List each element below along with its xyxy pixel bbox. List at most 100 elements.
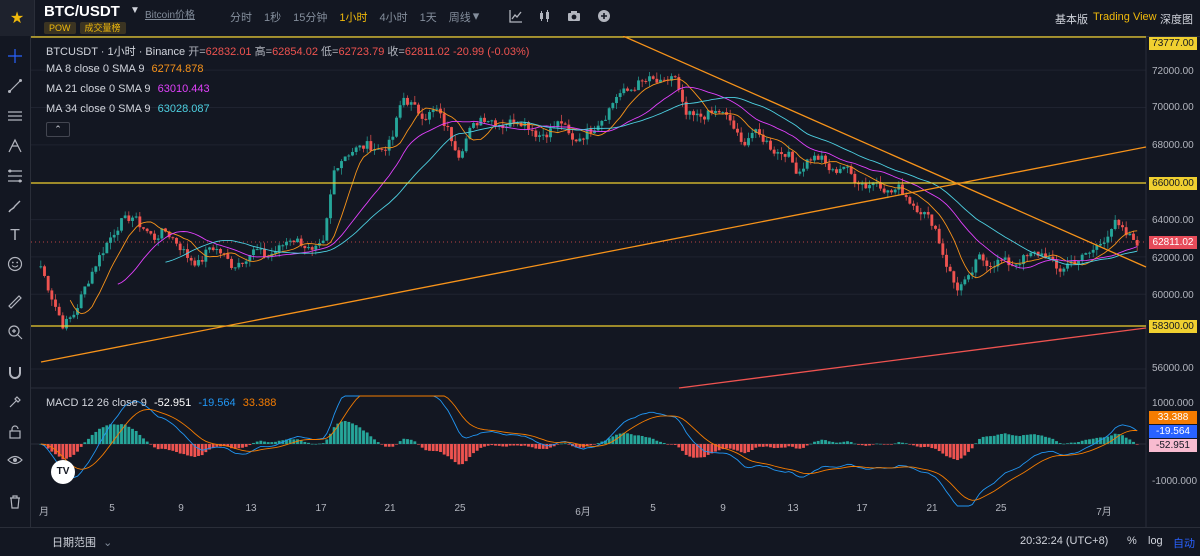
macd-hist-bar (853, 443, 857, 445)
candle-body (233, 267, 237, 269)
macd-box-hist: -52.951 (1149, 439, 1197, 452)
magnet-icon[interactable] (5, 362, 25, 382)
symbol-subname-link[interactable]: Bitcoin价格 (145, 10, 196, 21)
macd-hist-bar (420, 444, 424, 448)
macd-hist-bar (739, 444, 743, 453)
camera-icon[interactable] (566, 8, 582, 24)
horizontal-lines-icon[interactable] (5, 106, 25, 126)
candle-body (391, 136, 395, 140)
macd-hist-bar (919, 444, 923, 448)
macd-hist-bar (285, 439, 288, 444)
interval-tab-1h[interactable]: 1小时 (339, 12, 368, 24)
high-label: 高= (254, 46, 273, 58)
macd-hist-bar (563, 443, 567, 444)
view-basic-tab[interactable]: 基本版 (1055, 14, 1088, 26)
candle-body (1022, 255, 1025, 265)
candle-body (835, 169, 838, 173)
ma21-legend[interactable]: MA 21 close 0 SMA 9 63010.443 (46, 83, 210, 95)
macd-hist-bar (391, 444, 395, 447)
candle-body (43, 266, 46, 276)
symbol-dropdown-icon[interactable]: ▼ (130, 5, 140, 16)
ma8-value: 62774.878 (151, 63, 204, 75)
eye-icon[interactable] (5, 450, 25, 470)
macd-hist-bar (655, 440, 659, 444)
candle-body (948, 266, 952, 272)
macd-hist-bar (945, 444, 948, 457)
percent-toggle[interactable]: % (1127, 535, 1137, 547)
macd-hist-bar (703, 444, 706, 458)
macd-hist-bar (948, 444, 952, 458)
tradingview-logo[interactable]: TV (51, 460, 75, 484)
candle-body (974, 259, 978, 273)
macd-hist-bar (541, 444, 545, 449)
macd-hist-bar (263, 441, 266, 444)
interval-tab-15m[interactable]: 15分钟 (293, 12, 328, 24)
auto-scale-toggle[interactable]: 自动 (1173, 538, 1195, 550)
candle-body (387, 139, 391, 151)
trend-line-icon[interactable] (5, 76, 25, 96)
date-range-button[interactable]: 日期范围 ⌄ (52, 534, 112, 550)
symbol-name[interactable]: BTC/USDT (44, 3, 120, 20)
interval-tab-timeline[interactable]: 分时 (230, 12, 252, 24)
macd-hist-bar (519, 444, 523, 446)
macd-hist-bar (574, 444, 578, 448)
macd-hist-bar (578, 444, 582, 448)
candle-body (112, 234, 116, 238)
interval-tab-1s[interactable]: 1秒 (264, 12, 282, 24)
low-value: 62723.79 (338, 46, 385, 58)
macd-hist-bar (453, 444, 457, 463)
candle-body (853, 173, 857, 183)
log-toggle[interactable]: log (1148, 535, 1163, 547)
candle-body (57, 306, 61, 316)
lock-drawing-icon[interactable] (5, 392, 25, 412)
add-plus-icon[interactable] (596, 8, 612, 24)
interval-tab-1d[interactable]: 1天 (419, 12, 437, 24)
crosshair-icon[interactable] (5, 46, 25, 66)
ruler-icon[interactable] (5, 292, 25, 312)
candle-body (490, 120, 494, 122)
candle-body (798, 171, 802, 174)
legend-collapse-button[interactable]: ⌃ (46, 122, 70, 137)
macd-hist-bar (908, 444, 912, 445)
macd-hist-bar (765, 444, 769, 447)
candle-body (600, 120, 604, 126)
macd-hist-bar (145, 441, 149, 444)
interval-tab-1w[interactable]: 周线 (448, 12, 471, 24)
zoom-in-icon[interactable] (5, 322, 25, 342)
fib-retracement-icon[interactable] (5, 166, 25, 186)
view-depth-tab[interactable]: 深度图 (1160, 14, 1193, 26)
pitchfork-icon[interactable] (5, 136, 25, 156)
macd-legend[interactable]: MACD 12 26 close 9 -52.951 -19.564 33.38… (46, 397, 276, 409)
interval-dropdown-icon[interactable]: ▾ (472, 8, 480, 23)
price-axis-label: 62000.00 (1152, 253, 1194, 264)
macd-hist-bar (556, 444, 560, 445)
brush-icon[interactable] (5, 196, 25, 216)
macd-hist-bar (930, 444, 934, 449)
ma8-legend[interactable]: MA 8 close 0 SMA 9 62774.878 (46, 63, 204, 75)
trash-icon[interactable] (5, 492, 25, 512)
chart-type-candle-icon[interactable] (537, 8, 553, 24)
favorite-star-icon[interactable]: ★ (0, 0, 35, 36)
candle-body (699, 113, 703, 117)
price-chart[interactable] (31, 36, 1200, 527)
view-tradingview-tab[interactable]: Trading View (1093, 11, 1157, 23)
indicator-icon[interactable] (508, 8, 524, 24)
macd-hist-bar (101, 427, 105, 444)
clock-display[interactable]: 20:32:24 (UTC+8) (1020, 535, 1109, 547)
candle-body (633, 89, 637, 91)
tag-volume-rank[interactable]: 成交量榜 (79, 22, 126, 34)
tag-pow[interactable]: POW (44, 22, 76, 34)
date-axis-label: 9 (720, 503, 726, 514)
interval-tabs: 分时 1秒 15分钟 1小时 4小时 1天 周线 (224, 9, 477, 25)
lock-icon[interactable] (5, 422, 25, 442)
candle-body (582, 138, 585, 140)
macd-hist-bar (809, 443, 813, 445)
macd-hist-bar (978, 438, 981, 444)
lower-red-trendline (678, 327, 1147, 389)
text-tool-icon[interactable]: T (10, 227, 20, 244)
candle-body (65, 318, 68, 329)
emoji-icon[interactable] (5, 254, 25, 274)
macd-hist-bar (1128, 439, 1132, 444)
interval-tab-4h[interactable]: 4小时 (379, 12, 408, 24)
ma34-legend[interactable]: MA 34 close 0 SMA 9 63028.087 (46, 103, 210, 115)
